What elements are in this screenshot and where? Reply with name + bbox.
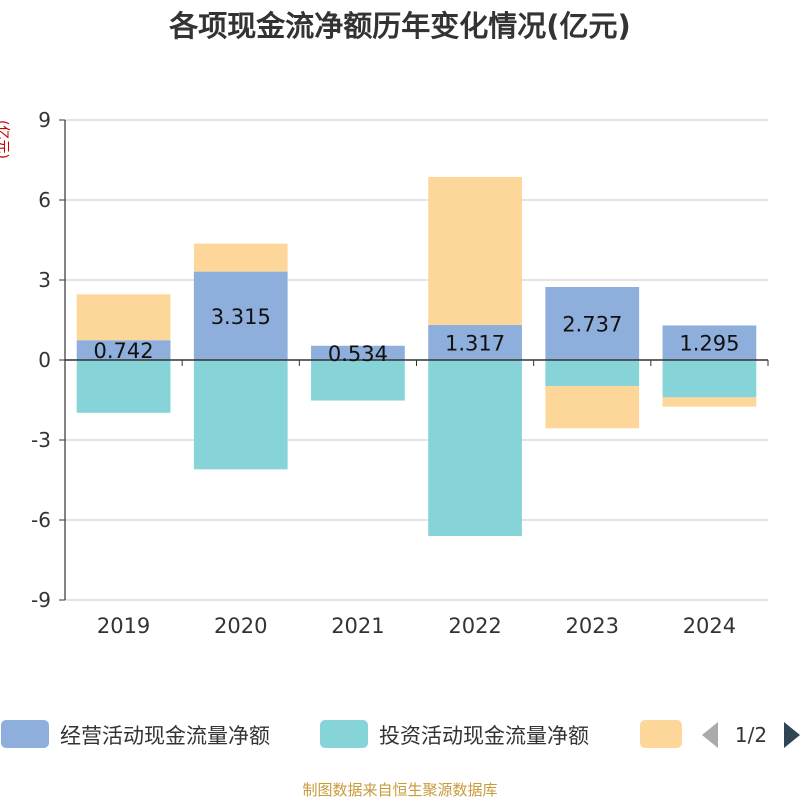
data-label-2024: 1.295 xyxy=(679,332,739,356)
legend-page-indicator: 1/2 xyxy=(735,723,767,747)
y-tick-label: -9 xyxy=(31,588,51,612)
bar-financing-2020[interactable] xyxy=(193,243,288,272)
bar-investing-2020[interactable] xyxy=(193,360,288,470)
bar-investing-2021[interactable] xyxy=(311,360,405,401)
bar-investing-2023[interactable] xyxy=(545,360,640,387)
data-label-2021: 0.534 xyxy=(328,342,388,366)
chart-title: 各项现金流净额历年变化情况(亿元) xyxy=(168,9,631,43)
source-note: 制图数据来自恒生聚源数据库 xyxy=(302,781,497,799)
legend-swatch-operating xyxy=(1,720,49,748)
data-labels: 0.742 3.315 0.534 1.317 2.737 1.295 xyxy=(94,305,740,366)
x-tick-label: 2020 xyxy=(214,614,267,638)
y-tick-label: 0 xyxy=(38,348,51,372)
legend-label-operating: 经营活动现金流量净额 xyxy=(60,724,270,748)
bar-operating-2024[interactable] xyxy=(662,325,757,360)
legend-swatch-financing xyxy=(640,720,682,748)
bar-operating-2023[interactable] xyxy=(545,287,640,360)
bar-investing-2024[interactable] xyxy=(662,360,757,398)
x-tick-label: 2021 xyxy=(331,614,384,638)
legend-item-financing[interactable] xyxy=(640,720,682,748)
legend-next-page-icon[interactable] xyxy=(784,722,800,748)
axes: -9 -6 -3 0 3 6 9 2019 2020 2021 2022 2023 2024 xyxy=(31,108,769,638)
bar-financing-2022[interactable] xyxy=(428,176,522,325)
bar-financing-2023[interactable] xyxy=(545,386,640,429)
x-tick-label: 2023 xyxy=(566,614,619,638)
legend: 经营活动现金流量净额 投资活动现金流量净额 1/2 xyxy=(1,720,800,748)
bar-investing-2022[interactable] xyxy=(428,360,522,536)
legend-label-investing: 投资活动现金流量净额 xyxy=(379,724,589,748)
y-tick-label: 6 xyxy=(38,188,51,212)
y-tick-label: 9 xyxy=(38,108,51,132)
data-label-2019: 0.742 xyxy=(94,339,154,363)
x-tick-label: 2019 xyxy=(97,614,150,638)
legend-item-operating[interactable]: 经营活动现金流量净额 xyxy=(1,720,270,748)
x-tick-label: 2024 xyxy=(683,614,736,638)
bars xyxy=(76,176,757,536)
bar-operating-2021[interactable] xyxy=(311,345,405,360)
data-label-2022: 1.317 xyxy=(445,331,505,355)
data-label-2023: 2.737 xyxy=(562,313,622,337)
y-tick-label: -3 xyxy=(31,428,51,452)
bar-operating-2022[interactable] xyxy=(428,324,522,360)
bar-investing-2019[interactable] xyxy=(76,360,171,413)
legend-item-investing[interactable]: 投资活动现金流量净额 xyxy=(320,720,589,748)
data-label-2020: 3.315 xyxy=(211,305,271,329)
bar-operating-2019[interactable] xyxy=(76,340,171,360)
y-tick-label: 3 xyxy=(38,268,51,292)
bar-operating-2020[interactable] xyxy=(193,271,288,360)
bar-financing-2019[interactable] xyxy=(76,294,171,341)
y-tick-label: -6 xyxy=(31,508,51,532)
legend-swatch-investing xyxy=(320,720,368,748)
bar-financing-2024[interactable] xyxy=(662,397,757,407)
x-tick-label: 2022 xyxy=(448,614,501,638)
y-axis-label: (亿元) xyxy=(0,120,10,159)
legend-prev-page-icon[interactable] xyxy=(702,722,718,748)
